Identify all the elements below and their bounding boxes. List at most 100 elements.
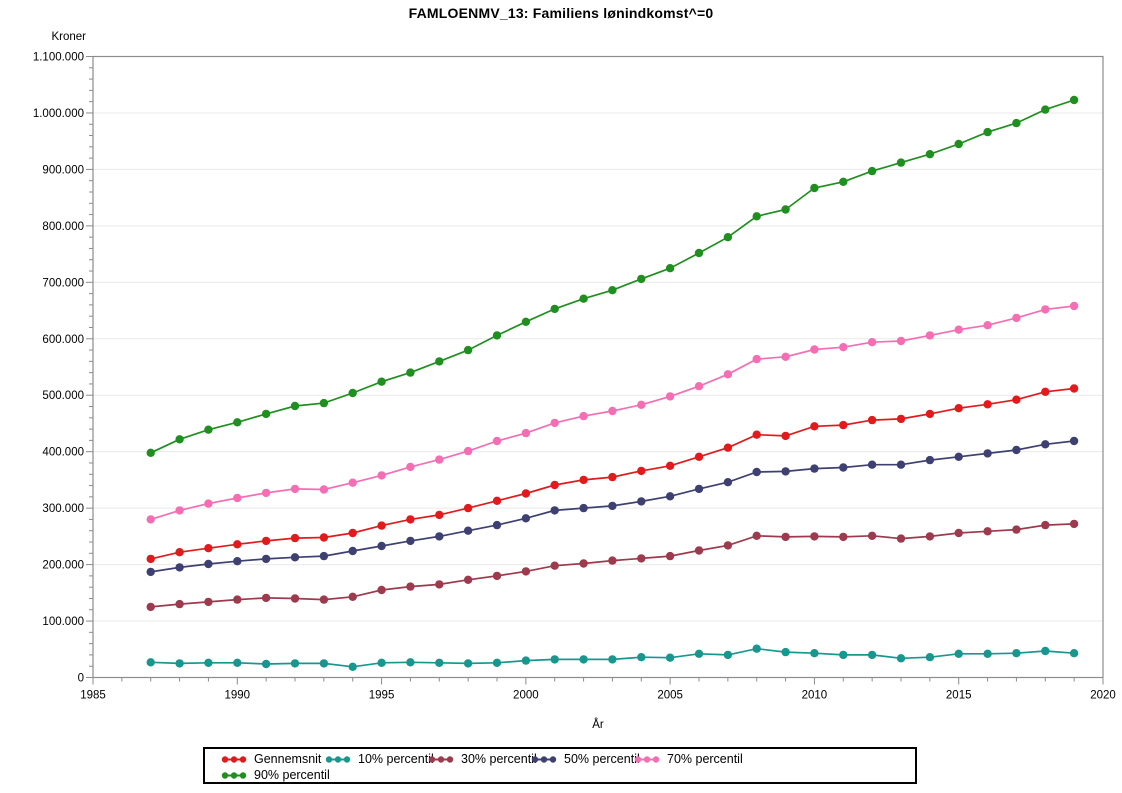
data-point-70-percentil <box>954 325 963 334</box>
data-point-70-percentil <box>261 488 271 498</box>
legend-entry-label: 50% percentil <box>564 752 640 766</box>
data-point-50-percentil <box>694 484 704 494</box>
legend-entry: 10% percentil <box>325 752 434 766</box>
data-point-10-percentil <box>810 649 819 658</box>
data-point-70-percentil <box>290 484 300 494</box>
data-point-10-percentil <box>637 653 646 662</box>
data-point-gennemsnit <box>1041 387 1050 396</box>
data-point-70-percentil <box>435 455 444 464</box>
data-point-90-percentil <box>954 139 963 149</box>
data-point-70-percentil <box>896 336 906 346</box>
data-point-gennemsnit <box>1012 395 1021 404</box>
data-point-50-percentil <box>983 449 992 458</box>
data-point-10-percentil <box>261 659 271 669</box>
data-point-10-percentil <box>752 644 761 653</box>
data-point-70-percentil <box>752 354 761 364</box>
legend-entry-label: Gennemsnit <box>254 752 322 766</box>
x-tick-label: 1990 <box>224 690 250 702</box>
data-point-70-percentil <box>1041 305 1050 314</box>
y-axis-unit-label: Kroner <box>51 31 86 43</box>
data-point-50-percentil <box>377 541 386 551</box>
data-point-90-percentil <box>1069 95 1079 105</box>
data-point-10-percentil <box>492 658 502 667</box>
x-tick-label: 2005 <box>657 690 683 702</box>
legend-marker-icon <box>531 755 557 763</box>
data-point-70-percentil <box>319 485 329 494</box>
data-point-50-percentil <box>463 526 473 535</box>
data-point-10-percentil <box>954 649 963 658</box>
data-point-90-percentil <box>492 331 502 340</box>
data-point-70-percentil <box>839 343 848 352</box>
data-point-gennemsnit <box>348 528 357 538</box>
data-point-70-percentil <box>781 352 790 361</box>
data-point-90-percentil <box>665 264 675 273</box>
data-point-gennemsnit <box>810 422 819 431</box>
data-point-10-percentil <box>983 649 992 658</box>
y-tick-label: 300.000 <box>42 503 84 515</box>
legend-entry-label: 70% percentil <box>667 752 743 766</box>
data-point-70-percentil <box>146 515 155 524</box>
data-point-90-percentil <box>435 357 444 366</box>
legend-marker-icon <box>428 755 454 763</box>
data-point-30-percentil <box>146 602 155 612</box>
data-point-70-percentil <box>492 436 502 446</box>
data-point-90-percentil <box>579 294 588 303</box>
data-point-30-percentil <box>954 528 963 538</box>
data-point-90-percentil <box>319 398 329 408</box>
y-tick-label: 1.000.000 <box>33 108 84 120</box>
data-point-90-percentil <box>175 435 184 444</box>
data-point-90-percentil <box>925 150 935 159</box>
data-point-10-percentil <box>1041 646 1050 656</box>
data-point-50-percentil <box>839 463 848 472</box>
data-point-50-percentil <box>204 559 213 569</box>
data-point-70-percentil <box>608 406 617 416</box>
data-point-10-percentil <box>377 658 386 667</box>
data-point-50-percentil <box>781 467 790 476</box>
legend-marker-icon <box>634 755 660 763</box>
legend-entry: 50% percentil <box>531 752 640 766</box>
data-point-70-percentil <box>665 392 675 401</box>
y-tick-label: 900.000 <box>42 164 84 176</box>
data-point-30-percentil <box>348 592 357 601</box>
data-point-10-percentil <box>896 654 906 663</box>
x-tick-label: 1985 <box>80 690 106 702</box>
data-point-gennemsnit <box>204 544 213 553</box>
data-point-50-percentil <box>521 514 531 523</box>
data-point-50-percentil <box>319 551 329 561</box>
data-point-gennemsnit <box>233 540 242 549</box>
data-point-90-percentil <box>810 183 819 193</box>
data-point-50-percentil <box>175 563 184 572</box>
data-point-10-percentil <box>665 653 675 662</box>
data-point-50-percentil <box>810 464 819 473</box>
data-point-10-percentil <box>319 659 329 668</box>
data-point-50-percentil <box>579 503 588 513</box>
data-point-10-percentil <box>146 658 155 667</box>
data-point-gennemsnit <box>175 548 184 557</box>
data-point-gennemsnit <box>608 472 617 482</box>
data-point-50-percentil <box>348 546 357 556</box>
data-point-30-percentil <box>983 527 992 536</box>
data-point-30-percentil <box>233 595 242 604</box>
data-point-90-percentil <box>290 401 300 411</box>
data-point-70-percentil <box>233 493 242 503</box>
data-point-gennemsnit <box>406 515 415 524</box>
data-point-30-percentil <box>694 546 704 555</box>
legend-marker-icon <box>221 771 247 779</box>
data-point-30-percentil <box>637 554 646 563</box>
data-point-50-percentil <box>867 460 877 469</box>
data-point-30-percentil <box>752 531 761 540</box>
data-point-30-percentil <box>435 580 444 589</box>
data-point-10-percentil <box>1012 649 1021 658</box>
data-point-10-percentil <box>1069 649 1079 658</box>
y-tick-label: 400.000 <box>42 447 84 459</box>
data-point-10-percentil <box>694 649 704 658</box>
data-point-90-percentil <box>723 233 733 242</box>
data-point-30-percentil <box>463 575 473 584</box>
x-axis-label: År <box>592 719 604 731</box>
legend: Gennemsnit 10% percentil 30% percentil 50% … <box>203 747 917 784</box>
y-tick-label: 0 <box>78 673 84 685</box>
data-point-gennemsnit <box>839 420 848 430</box>
data-point-30-percentil <box>867 531 877 540</box>
